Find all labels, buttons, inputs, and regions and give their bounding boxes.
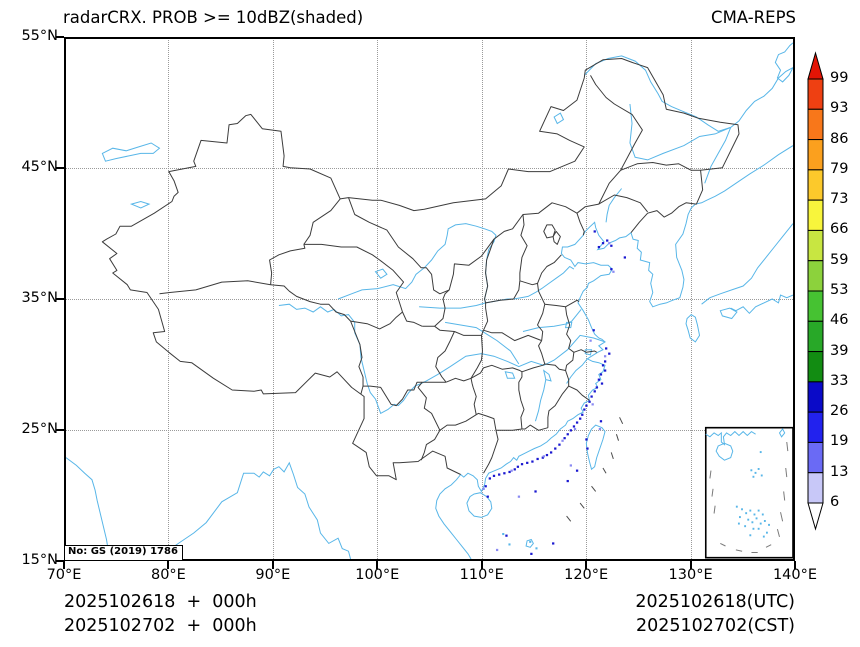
y-tick-label: 15°N xyxy=(21,552,58,568)
page-title: radarCRX. PROB >= 10dBZ(shaded) xyxy=(63,8,364,27)
coastlines-rivers xyxy=(66,43,793,559)
colorbar-tick-label: 79 xyxy=(830,160,849,177)
undefined-boundary-dashes xyxy=(567,417,623,521)
x-tick-label: 90°E xyxy=(255,567,291,583)
x-tick-mark xyxy=(271,561,274,569)
national-province-boundaries xyxy=(102,59,739,480)
x-tick-mark xyxy=(794,561,796,569)
colorbar-tick-label: 19 xyxy=(830,433,849,450)
x-tick-label: 110°E xyxy=(459,567,504,583)
footer-init-times: 2025102618 + 000h 2025102702 + 000h xyxy=(64,592,257,636)
x-tick-label: 130°E xyxy=(668,567,713,583)
colorbar-tick-label: 86 xyxy=(830,130,849,147)
x-tick-mark xyxy=(376,561,379,569)
y-tick-mark xyxy=(56,298,64,300)
colorbar-tick-label: 93 xyxy=(830,100,849,117)
x-tick-label: 140°E xyxy=(772,567,818,583)
y-tick-label: 45°N xyxy=(21,159,58,175)
x-tick-mark xyxy=(689,561,692,569)
probability-shading-specks xyxy=(482,230,626,555)
colorbar-tick-label: 66 xyxy=(830,221,849,238)
y-tick-mark xyxy=(56,560,64,562)
footer-valid-times: 2025102618(UTC) 2025102702(CST) xyxy=(635,592,795,636)
x-tick-mark xyxy=(167,561,170,569)
x-tick-label: 120°E xyxy=(564,567,609,583)
colorbar xyxy=(807,51,824,531)
colorbar-tick-label: 53 xyxy=(830,282,849,298)
colorbar-tick-label: 33 xyxy=(830,372,849,389)
map-plot-area xyxy=(64,37,795,561)
colorbar-tick-label: 59 xyxy=(830,251,849,268)
south-china-sea-inset xyxy=(706,428,793,558)
china-map xyxy=(66,39,793,559)
x-tick-mark xyxy=(585,561,588,569)
y-tick-label: 25°N xyxy=(21,421,58,437)
x-tick-mark xyxy=(480,561,483,569)
colorbar-tick-label: 26 xyxy=(830,403,849,420)
x-tick-label: 70°E xyxy=(46,567,82,583)
colorbar-tick-label: 99 xyxy=(830,70,849,86)
colorbar-tick-label: 46 xyxy=(830,312,849,329)
y-tick-label: 35°N xyxy=(21,290,58,306)
license-badge: No: GS (2019) 1786 xyxy=(64,545,183,561)
y-tick-label: 55°N xyxy=(21,28,58,44)
x-tick-mark xyxy=(63,561,65,569)
x-tick-label: 100°E xyxy=(355,567,400,583)
colorbar-tick-label: 73 xyxy=(830,191,849,208)
y-tick-mark xyxy=(56,429,64,431)
model-name: CMA-REPS xyxy=(711,8,796,27)
y-tick-mark xyxy=(56,167,64,169)
colorbar-tick-label: 13 xyxy=(830,463,849,480)
colorbar-tick-label: 6 xyxy=(830,494,840,510)
y-tick-mark xyxy=(56,36,64,38)
x-tick-label: 80°E xyxy=(150,567,186,583)
colorbar-tick-label: 39 xyxy=(830,342,849,359)
